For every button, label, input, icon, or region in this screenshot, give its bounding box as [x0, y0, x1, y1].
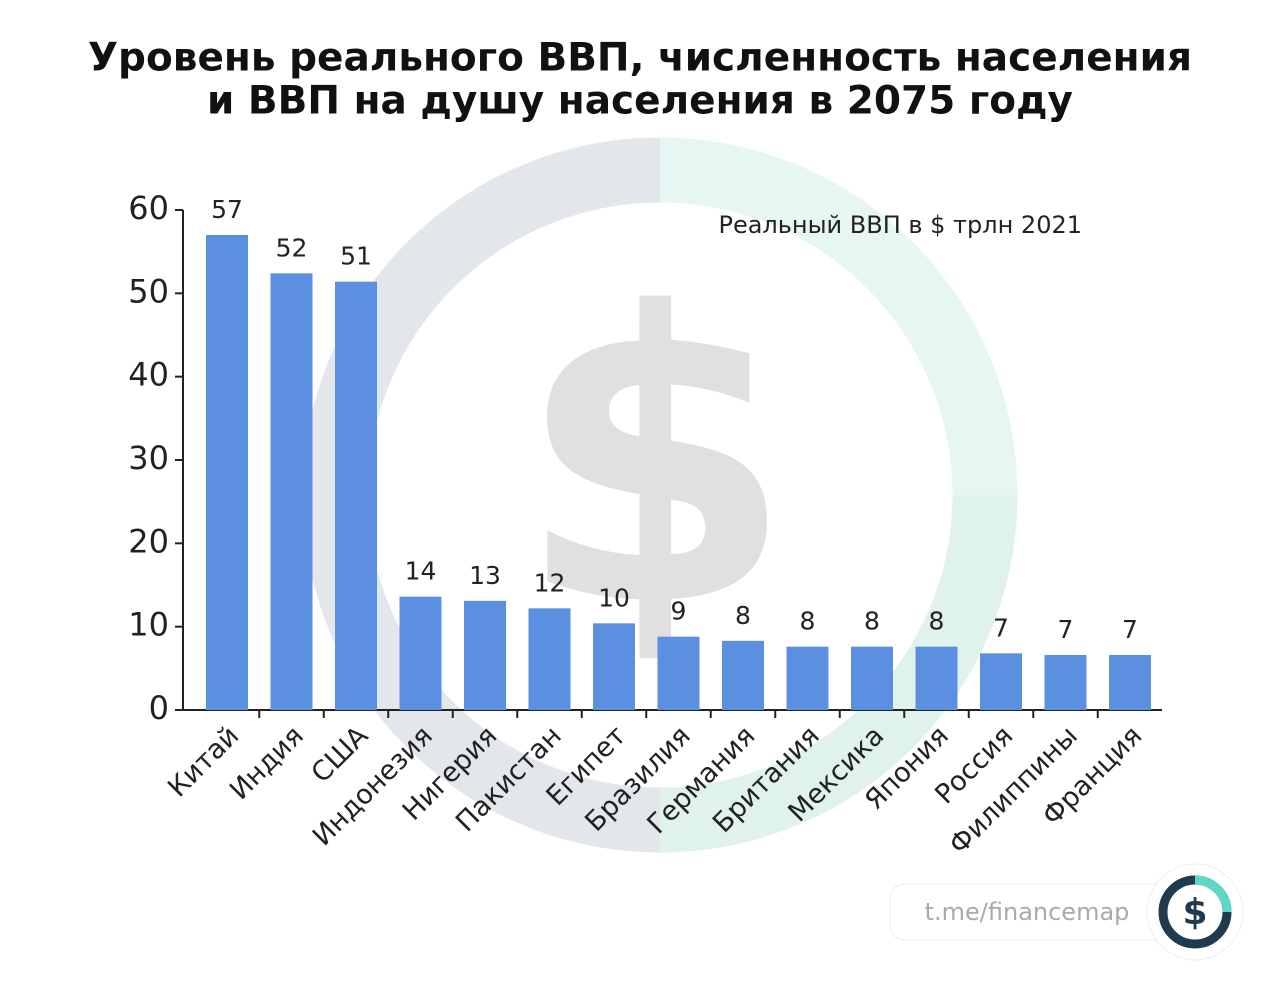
- bar: [206, 235, 248, 710]
- value-label: 8: [735, 601, 751, 630]
- value-label: 9: [671, 597, 687, 626]
- bar: [270, 273, 313, 710]
- chart-title: Уровень реального ВВП, численность насел…: [88, 36, 1192, 81]
- value-label: 14: [405, 557, 437, 586]
- y-tick-label: 40: [128, 356, 169, 394]
- logo-ring-accent: [1194, 875, 1232, 913]
- background-decoration: $: [302, 137, 1018, 853]
- bar: [593, 623, 635, 710]
- bar: [657, 636, 700, 710]
- bar: [722, 640, 764, 710]
- ring-bottom-right: [659, 494, 1018, 853]
- value-label: 12: [534, 568, 566, 597]
- value-label: 51: [340, 242, 372, 271]
- bar: [464, 600, 506, 710]
- link[interactable]: t.me/financemap: [925, 898, 1130, 926]
- ring-top-right: [659, 137, 1018, 496]
- value-label: 8: [929, 607, 945, 636]
- value-label: 13: [469, 561, 501, 590]
- y-tick-label: 60: [128, 189, 169, 227]
- value-label: 7: [1058, 615, 1074, 644]
- bar: [851, 646, 893, 710]
- value-label: 57: [211, 195, 243, 224]
- bar: [915, 646, 958, 710]
- value-label: 8: [800, 607, 816, 636]
- chart-title: и ВВП на душу населения в 2075 году: [207, 79, 1073, 124]
- bar: [528, 608, 571, 710]
- value-label: 7: [1122, 615, 1138, 644]
- bar: [335, 281, 377, 710]
- x-tick-label: Индия: [224, 720, 310, 806]
- bar: [1109, 655, 1151, 710]
- footer: t.me/financemap $: [889, 863, 1244, 961]
- y-tick-label: 30: [128, 439, 169, 477]
- y-tick-label: 10: [128, 606, 169, 644]
- value-label: 8: [864, 607, 880, 636]
- bar: [399, 596, 442, 710]
- logo-symbol: $: [1182, 892, 1207, 933]
- value-label: 10: [598, 583, 630, 612]
- bar: [980, 653, 1022, 710]
- y-tick-label: 0: [149, 689, 169, 727]
- y-tick-label: 20: [128, 522, 169, 560]
- annotation: Реальный ВВП в $ трлн 2021: [718, 211, 1082, 239]
- bar: [1044, 655, 1087, 710]
- bar: [786, 646, 829, 710]
- y-tick-label: 50: [128, 272, 169, 310]
- value-label: 7: [993, 613, 1009, 642]
- value-label: 52: [276, 233, 308, 262]
